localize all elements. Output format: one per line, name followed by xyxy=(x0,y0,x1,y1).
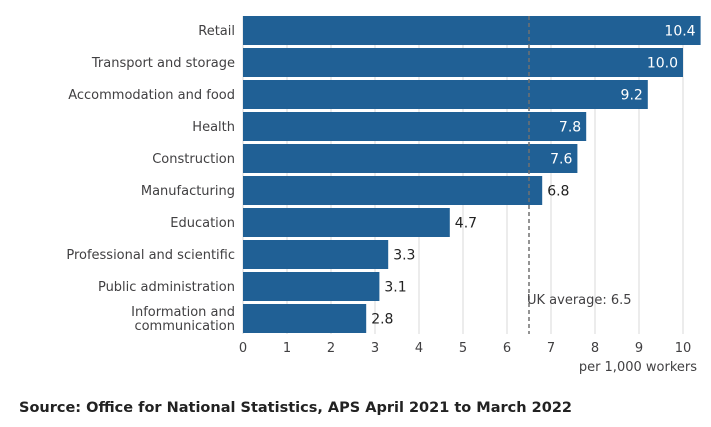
reference-line-group: UK average: 6.5 xyxy=(527,16,632,334)
category-label: Accommodation and food xyxy=(68,88,235,103)
bar xyxy=(243,48,683,77)
bar-value-label: 7.6 xyxy=(550,152,572,168)
reference-line-label: UK average: 6.5 xyxy=(527,293,632,308)
category-label: Public administration xyxy=(98,280,235,295)
x-axis-ticks: 0 1 2 3 4 5 6 7 8 9 10 xyxy=(239,341,691,356)
category-label: Health xyxy=(192,120,235,135)
bar-value-label: 10.4 xyxy=(664,24,695,40)
bar xyxy=(243,208,450,237)
x-tick-label: 6 xyxy=(503,341,511,356)
x-tick-label: 8 xyxy=(591,341,599,356)
x-tick-label: 7 xyxy=(547,341,555,356)
bar xyxy=(243,272,380,301)
bar-value-label: 7.8 xyxy=(559,120,581,136)
x-tick-label: 0 xyxy=(239,341,247,356)
bar-chart: 10.4 10.09.2 7.8 7.6 6.8 4.7 3.3 3.1 2.8 UK aver… xyxy=(66,16,701,375)
bar xyxy=(243,304,367,333)
x-tick-label: 10 xyxy=(675,341,692,356)
bars: 10.4 10.09.2 7.8 7.6 6.8 4.7 3.3 3.1 2.8 xyxy=(243,16,701,333)
bar-value-label: 3.1 xyxy=(384,280,406,296)
x-tick-label: 9 xyxy=(635,341,643,356)
x-axis-title: per 1,000 workers xyxy=(579,360,697,375)
x-tick-label: 3 xyxy=(371,341,379,356)
category-label: Professional and scientific xyxy=(66,248,235,263)
bar-value-label: 10.0 xyxy=(647,56,678,72)
bar-value-label: 2.8 xyxy=(371,312,393,328)
bar xyxy=(243,176,543,205)
source-note: Source: Office for National Statistics, … xyxy=(19,400,572,416)
category-label: Retail xyxy=(198,24,235,39)
bar-value-label: 6.8 xyxy=(547,184,569,200)
bar-value-label: 9.2 xyxy=(621,88,643,104)
x-tick-label: 4 xyxy=(415,341,423,356)
category-label: communication xyxy=(134,319,235,334)
x-tick-label: 1 xyxy=(283,341,291,356)
category-label: Education xyxy=(170,216,235,231)
bar-value-label: 4.7 xyxy=(455,216,477,232)
bar xyxy=(243,80,648,109)
category-label: Transport and storage xyxy=(91,56,235,71)
bar xyxy=(243,240,389,269)
category-label: Construction xyxy=(152,152,235,167)
category-label: Manufacturing xyxy=(141,184,235,199)
x-tick-label: 5 xyxy=(459,341,467,356)
x-tick-label: 2 xyxy=(327,341,335,356)
bar xyxy=(243,16,701,45)
category-labels: Retail Transport and storage Accommodation… xyxy=(66,24,235,334)
category-label: Information and xyxy=(131,305,235,320)
bar-value-label: 3.3 xyxy=(393,248,415,264)
bar xyxy=(243,112,587,141)
bar xyxy=(243,144,578,173)
